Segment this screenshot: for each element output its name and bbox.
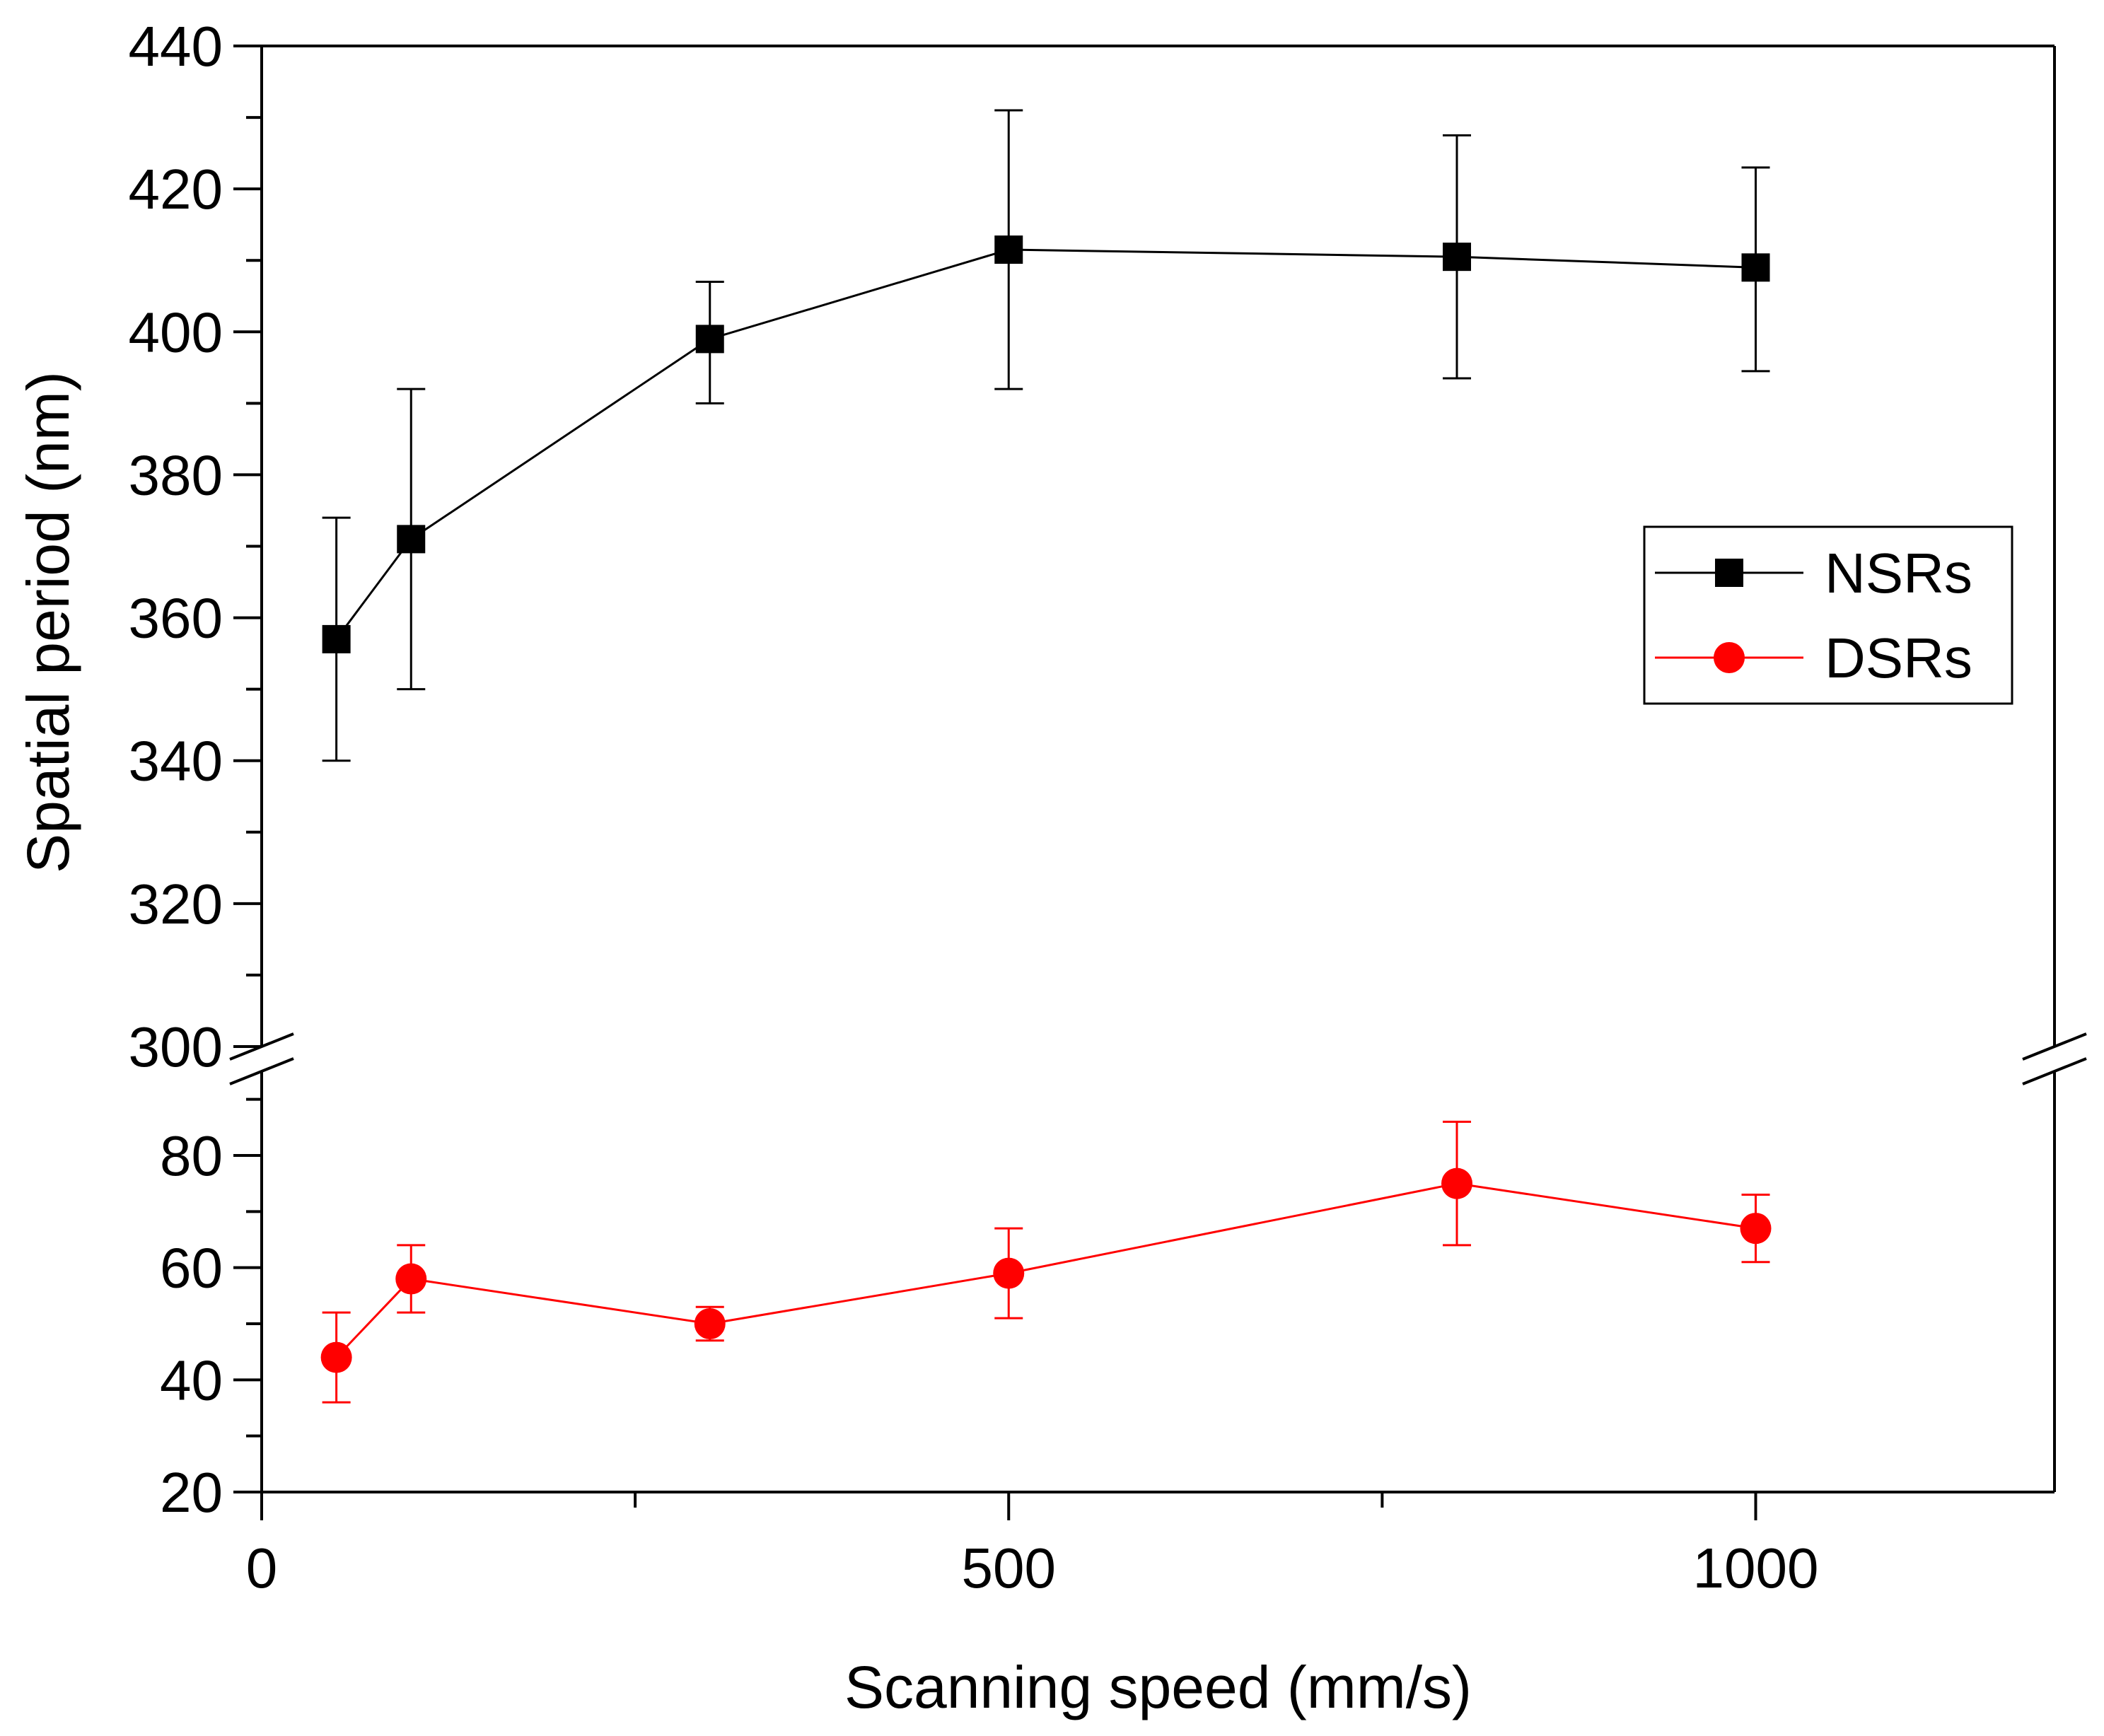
y-tick-label: 60	[160, 1237, 223, 1300]
data-point	[322, 624, 351, 653]
legend-marker	[1715, 559, 1743, 587]
y-axis-title: Spatial period (nm)	[15, 371, 81, 873]
legend-label: NSRs	[1825, 542, 1972, 605]
y-tick-label: 340	[129, 730, 223, 793]
axis-break-mark	[2022, 1032, 2087, 1061]
data-point	[695, 325, 724, 354]
data-point	[1741, 253, 1770, 282]
data-point	[1740, 1213, 1772, 1245]
y-tick-label: 420	[129, 158, 223, 221]
series-layer	[320, 109, 1772, 1404]
y-tick-label: 380	[129, 443, 223, 506]
axis-break-mark	[2022, 1057, 2087, 1085]
legend: NSRs DSRs	[1643, 525, 2013, 705]
series-line	[335, 1182, 1756, 1358]
data-point	[694, 1308, 726, 1339]
legend-marker	[1714, 642, 1745, 673]
data-point	[320, 1341, 352, 1373]
x-axis-title: Scanning speed (mm/s)	[844, 1654, 1472, 1720]
axis-ticks	[233, 45, 1757, 1520]
tick-labels: 300 320 340 360 380 400 420 440 20 40 60 80 0 500 1000	[129, 15, 1819, 1600]
series-dsrs	[320, 1120, 1772, 1404]
legend-item-nsrs: NSRs	[1655, 542, 1972, 605]
x-tick-label: 500	[962, 1537, 1056, 1600]
legend-item-dsrs: DSRs	[1655, 627, 1972, 689]
y-tick-label: 440	[129, 15, 223, 78]
x-tick-label: 0	[246, 1537, 278, 1600]
legend-box	[1643, 525, 2013, 705]
data-point	[994, 235, 1023, 264]
data-point	[395, 1263, 427, 1295]
series-nsrs	[322, 109, 1770, 762]
axis-break-mark	[229, 1057, 294, 1085]
data-point	[1441, 1167, 1472, 1199]
y-tick-label: 360	[129, 587, 223, 650]
legend-label: DSRs	[1825, 627, 1972, 689]
data-point	[1443, 243, 1471, 272]
y-tick-label: 20	[160, 1461, 223, 1524]
data-point	[397, 525, 426, 554]
series-line	[335, 248, 1756, 640]
y-tick-label: 400	[129, 301, 223, 363]
x-tick-label: 1000	[1693, 1537, 1819, 1600]
y-tick-label: 40	[160, 1348, 223, 1411]
y-tick-label: 80	[160, 1124, 223, 1187]
data-point	[993, 1257, 1025, 1289]
y-tick-label: 300	[129, 1015, 223, 1078]
y-tick-label: 320	[129, 873, 223, 936]
